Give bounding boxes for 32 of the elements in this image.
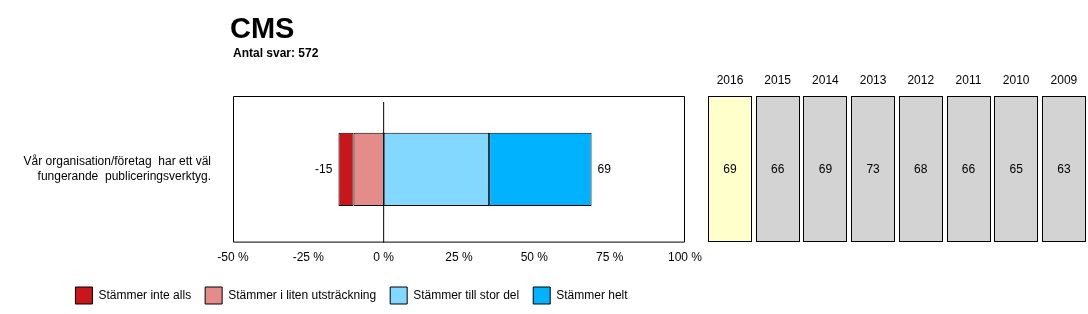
x-tick-label: 2014 <box>811 72 840 89</box>
legend-label: Stämmer inte alls <box>98 287 192 302</box>
annotation: 69 <box>597 161 612 176</box>
x-tick-label: 25 % <box>445 250 473 265</box>
data-label: 68 <box>898 96 943 242</box>
x-tick-label: 2010 <box>1001 72 1031 89</box>
data-label: 69 <box>708 96 752 242</box>
legend-label: Stämmer i liten utsträckning <box>228 287 377 302</box>
data-label: 69 <box>803 96 848 242</box>
x-tick-label: 75 % <box>595 250 624 265</box>
chart-title: CMS <box>230 12 295 45</box>
chart-subtitle: Antal svar: 572 <box>233 46 319 60</box>
legend-label: Stämmer till stor del <box>413 287 520 302</box>
data-label: 73 <box>851 96 896 242</box>
x-tick-label: 2011 <box>954 72 983 89</box>
legend-label: Stämmer helt <box>556 287 629 302</box>
x-tick-label: 2009 <box>1049 72 1079 89</box>
x-tick-label: 0 % <box>373 250 395 265</box>
x-tick-label: 50 % <box>520 250 549 265</box>
x-tick-label: 2012 <box>906 72 936 89</box>
x-tick-label: 2015 <box>763 72 793 89</box>
y-tick-label: Vår organisation/företag har ett väl fungerande publiceringsverktyg. <box>23 154 211 183</box>
x-tick-label: -50 % <box>217 250 249 265</box>
data-label: 65 <box>994 96 1039 242</box>
data-label: 63 <box>1041 96 1086 242</box>
data-label: 66 <box>946 96 991 242</box>
x-tick-label: -25 % <box>292 250 325 265</box>
x-tick-label: 2013 <box>858 72 888 89</box>
x-tick-label: 2016 <box>715 72 745 89</box>
data-label: 66 <box>755 96 800 242</box>
annotation: -15 <box>315 161 333 176</box>
x-tick-label: 100 % <box>667 250 703 265</box>
